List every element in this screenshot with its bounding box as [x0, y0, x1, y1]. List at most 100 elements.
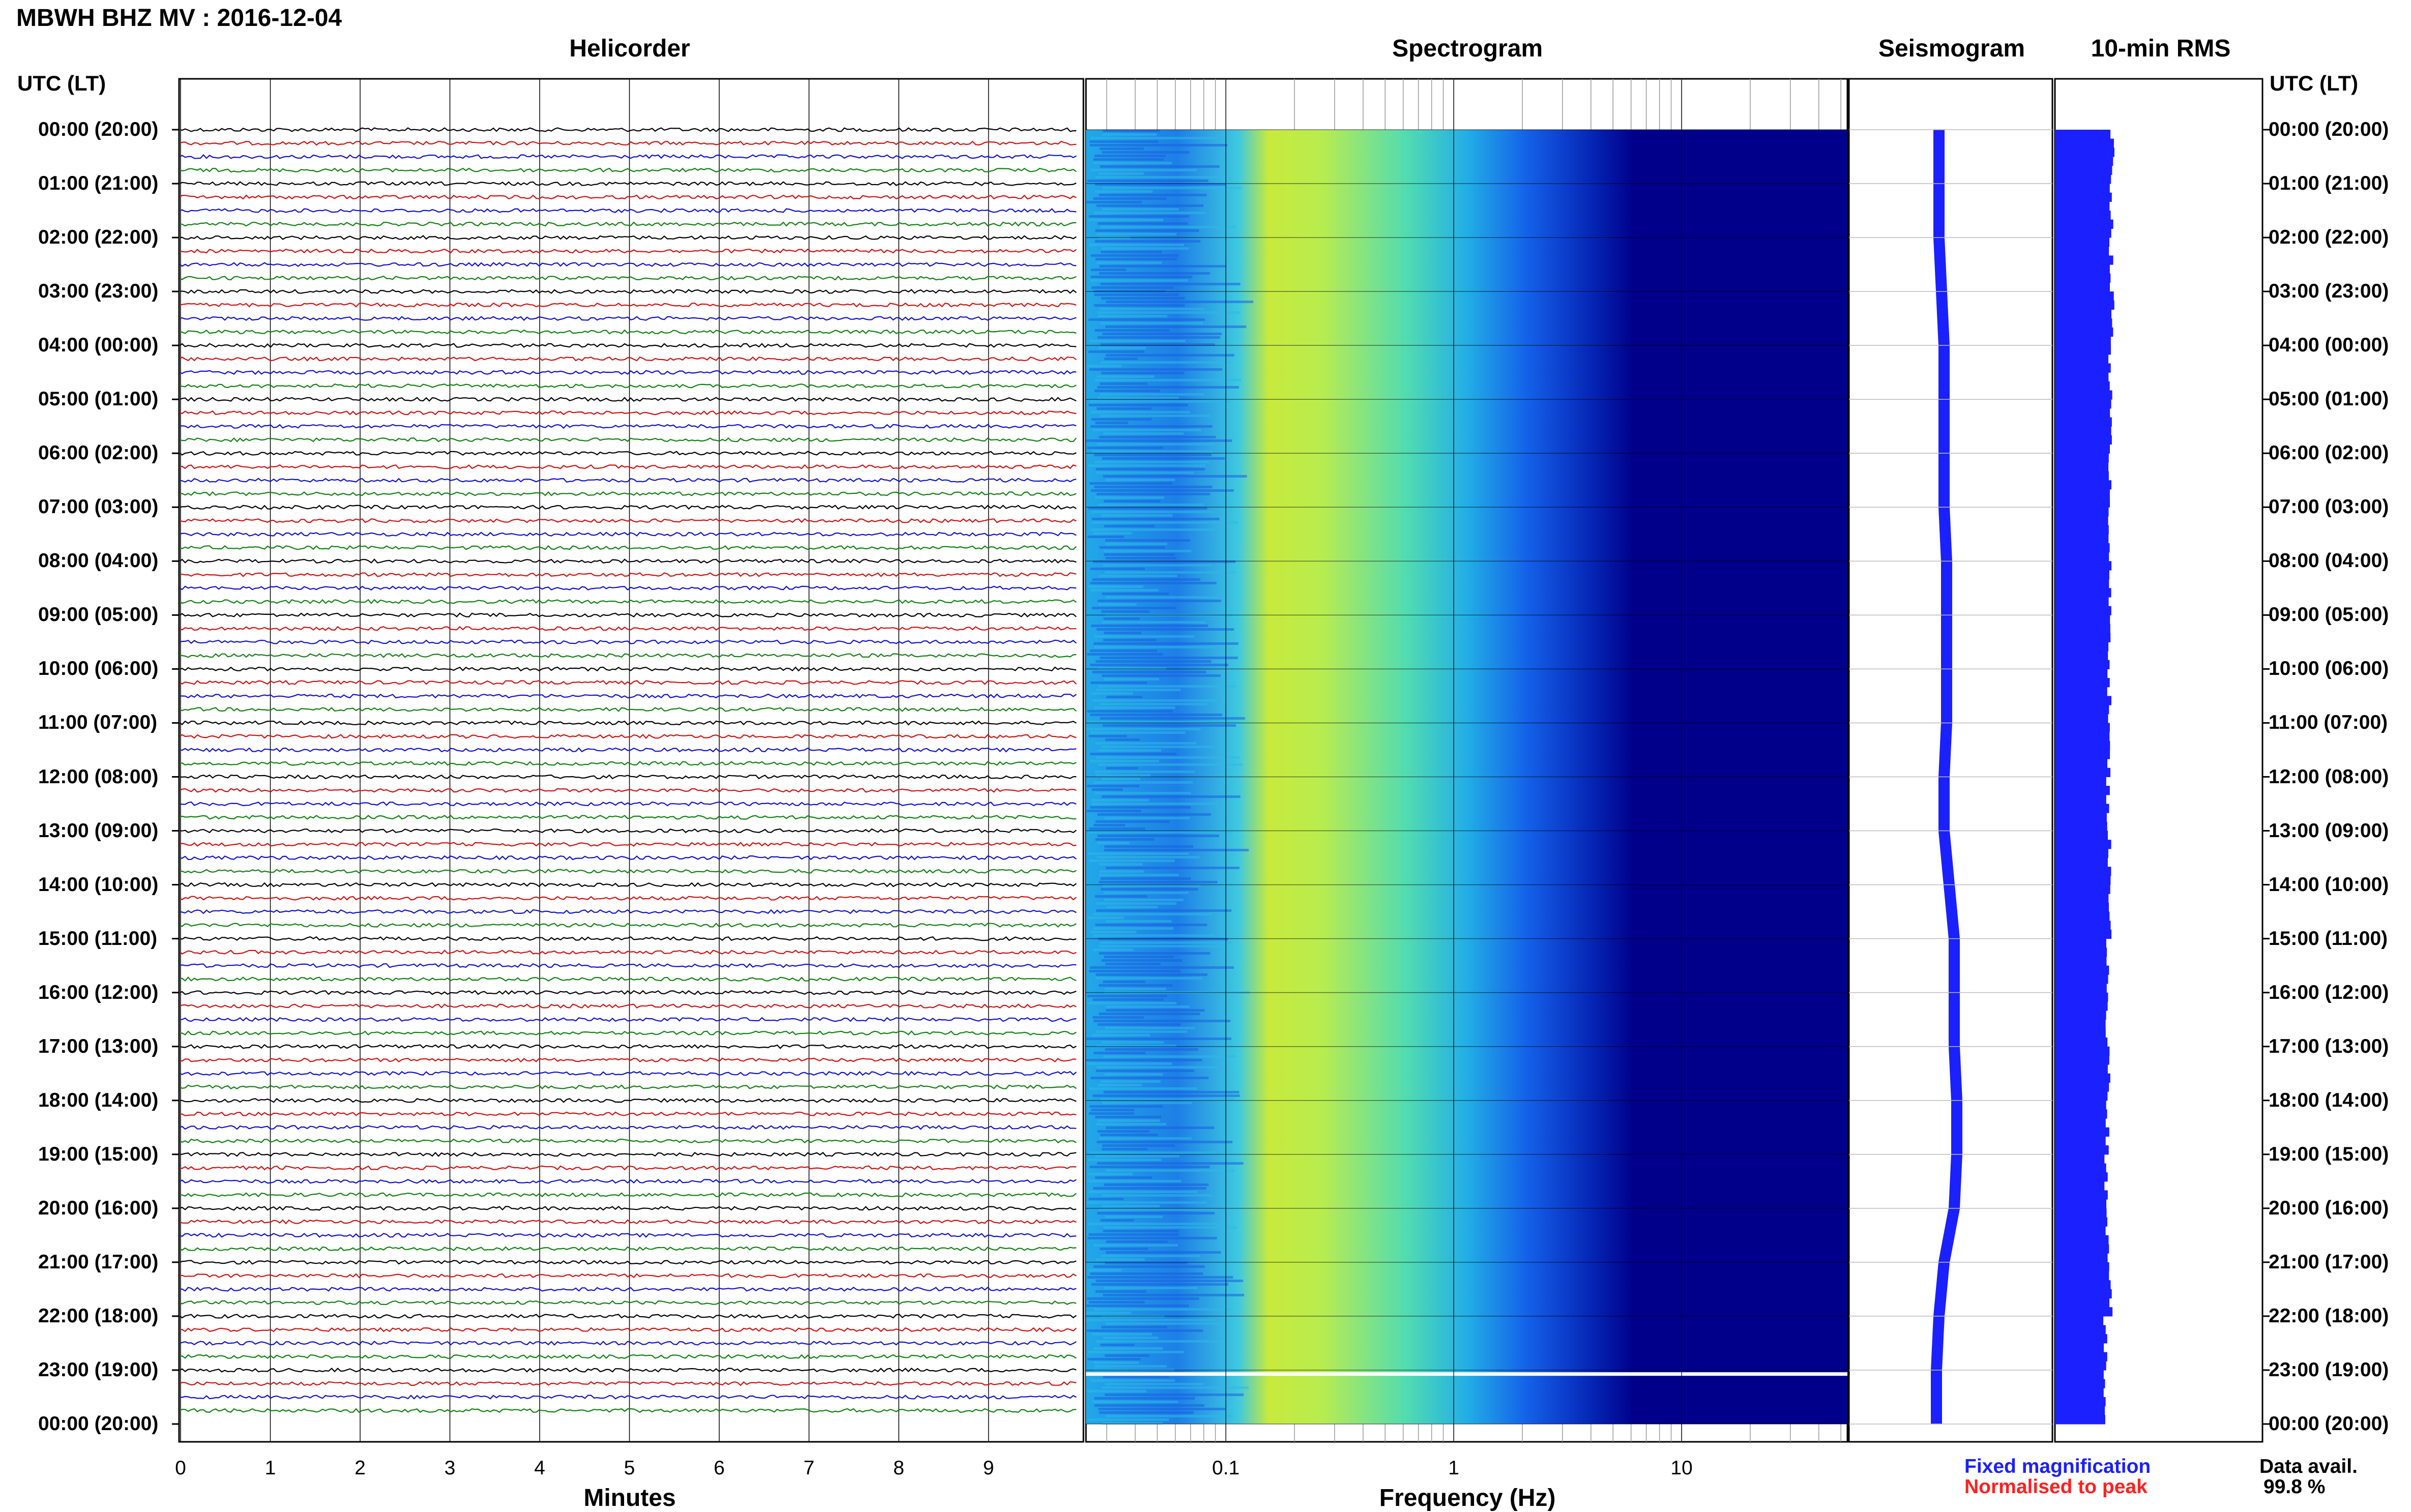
- spectrogram-streak: [1091, 528, 1215, 531]
- rms-bar: [2055, 309, 2111, 319]
- spectrogram-streak: [1104, 892, 1189, 894]
- time-label-right: 08:00 (04:00): [2269, 550, 2389, 572]
- spectrogram-streak: [1093, 1094, 1240, 1097]
- spectrogram-streak: [1094, 1020, 1231, 1022]
- spectrogram-streak: [1102, 333, 1222, 335]
- spectrogram-streak: [1096, 1045, 1177, 1047]
- rms-bar: [2055, 1289, 2112, 1299]
- rms-bar: [2055, 1334, 2107, 1344]
- spectrogram-streak: [1095, 792, 1191, 794]
- rms-bar: [2055, 840, 2111, 849]
- spectrogram-streak: [1099, 436, 1216, 438]
- spectrogram-streak: [1099, 1137, 1192, 1140]
- helicorder-trace: [180, 882, 1077, 887]
- spectrogram-streak: [1087, 1351, 1184, 1353]
- seismogram-panel: [172, 78, 2270, 1443]
- time-label-left: 00:00 (20:00): [38, 118, 159, 140]
- minute-tick-label: 8: [893, 1457, 904, 1479]
- helicorder-trace: [180, 585, 1077, 591]
- rms-bar: [2055, 1235, 2109, 1245]
- helicorder-trace: [180, 653, 1077, 658]
- spectrogram-streak: [1093, 560, 1236, 563]
- spectrogram-streak: [1103, 550, 1191, 552]
- spectrogram-streak: [1095, 496, 1164, 499]
- spectrogram-streak: [1089, 1112, 1135, 1115]
- spectrogram-streak: [1100, 393, 1204, 396]
- spectrogram-streak: [1104, 1394, 1244, 1396]
- helicorder-trace: [180, 680, 1077, 685]
- spectrogram-streak: [1088, 852, 1189, 855]
- spectrogram-streak: [1096, 1030, 1188, 1033]
- spectrogram-streak: [1094, 1244, 1178, 1247]
- rms-bar: [2055, 273, 2111, 283]
- time-label-left: 04:00 (00:00): [38, 334, 159, 357]
- helicorder-trace: [180, 720, 1077, 726]
- spectrogram-streak: [1091, 489, 1234, 492]
- spectrogram-streak: [1093, 998, 1164, 1001]
- spectrogram-streak: [1093, 158, 1164, 161]
- helicorder-trace: [180, 302, 1077, 308]
- rms-bar: [2055, 543, 2110, 553]
- spectrogram-streak: [1099, 272, 1211, 275]
- helicorder-trace: [180, 208, 1077, 213]
- spectrogram-streak: [1086, 1312, 1131, 1314]
- spectrogram-streak: [1092, 788, 1123, 791]
- helicorder-trace: [180, 397, 1077, 402]
- spectrogram-streak: [1091, 799, 1149, 802]
- helicorder-trace: [180, 1205, 1077, 1211]
- spectrogram-streak: [1091, 286, 1173, 289]
- spectrogram-streak: [1092, 450, 1214, 453]
- rms-bar: [2055, 184, 2110, 193]
- spectrogram-streak: [1087, 180, 1209, 182]
- spectrogram-streak: [1101, 1326, 1167, 1328]
- rms-bar: [2055, 867, 2111, 876]
- time-label-left: 14:00 (10:00): [38, 873, 159, 896]
- rms-bar: [2055, 130, 2111, 139]
- spectrogram-streak: [1086, 439, 1232, 442]
- spectrogram-streak: [1098, 1408, 1225, 1410]
- spectrogram-streak: [1098, 938, 1228, 940]
- spectrogram-streak: [1095, 924, 1208, 926]
- spectrogram-streak: [1093, 197, 1167, 200]
- spectrogram-streak: [1103, 1226, 1238, 1229]
- helicorder-trace: [180, 451, 1077, 456]
- helicorder-trace: [180, 1017, 1077, 1022]
- spectrogram-streak: [1099, 870, 1144, 873]
- spectrogram-streak: [1091, 625, 1208, 627]
- spectrogram-streak: [1097, 1141, 1233, 1143]
- rms-bar: [2055, 1253, 2108, 1263]
- spectrogram-streak: [1090, 1077, 1209, 1079]
- spectrogram-streak: [1097, 835, 1219, 837]
- spectrogram-streak: [1100, 414, 1211, 417]
- helicorder-trace: [180, 140, 1077, 146]
- helicorder-trace: [180, 221, 1077, 227]
- spectrogram-streak: [1092, 578, 1200, 581]
- spectrogram-streak: [1091, 1283, 1228, 1286]
- rms-bar: [2055, 1316, 2104, 1326]
- rms-bar: [2055, 974, 2108, 984]
- spectrogram-streak: [1101, 251, 1162, 253]
- helicorder-trace: [180, 626, 1076, 631]
- spectrogram-streak: [1093, 1265, 1205, 1268]
- spectrogram-streak: [1096, 493, 1211, 495]
- rms-bar: [2055, 255, 2113, 265]
- spectrogram-streak: [1088, 318, 1205, 321]
- rms-bar: [2055, 1109, 2107, 1119]
- rms-bar: [2055, 821, 2107, 832]
- spectrogram-streak: [1105, 1027, 1195, 1029]
- helicorder-trace: [180, 761, 1077, 766]
- helicorder-trace: [180, 262, 1077, 267]
- time-label-left: 05:00 (01:00): [38, 388, 159, 410]
- frequency-tick-label: 1: [1448, 1457, 1459, 1479]
- rms-bar: [2055, 651, 2108, 661]
- utc-header-right: UTC (LT): [2270, 71, 2359, 95]
- spectrogram-streak: [1105, 539, 1190, 542]
- spectrogram-streak: [1088, 219, 1163, 221]
- spectrogram-streak: [1094, 304, 1185, 307]
- spectrogram-streak: [1105, 1048, 1198, 1051]
- spectrogram-streak: [1086, 1319, 1215, 1321]
- spectrogram-streak: [1101, 1041, 1164, 1044]
- spectrogram-streak: [1095, 183, 1226, 186]
- spectrogram-streak: [1090, 806, 1191, 809]
